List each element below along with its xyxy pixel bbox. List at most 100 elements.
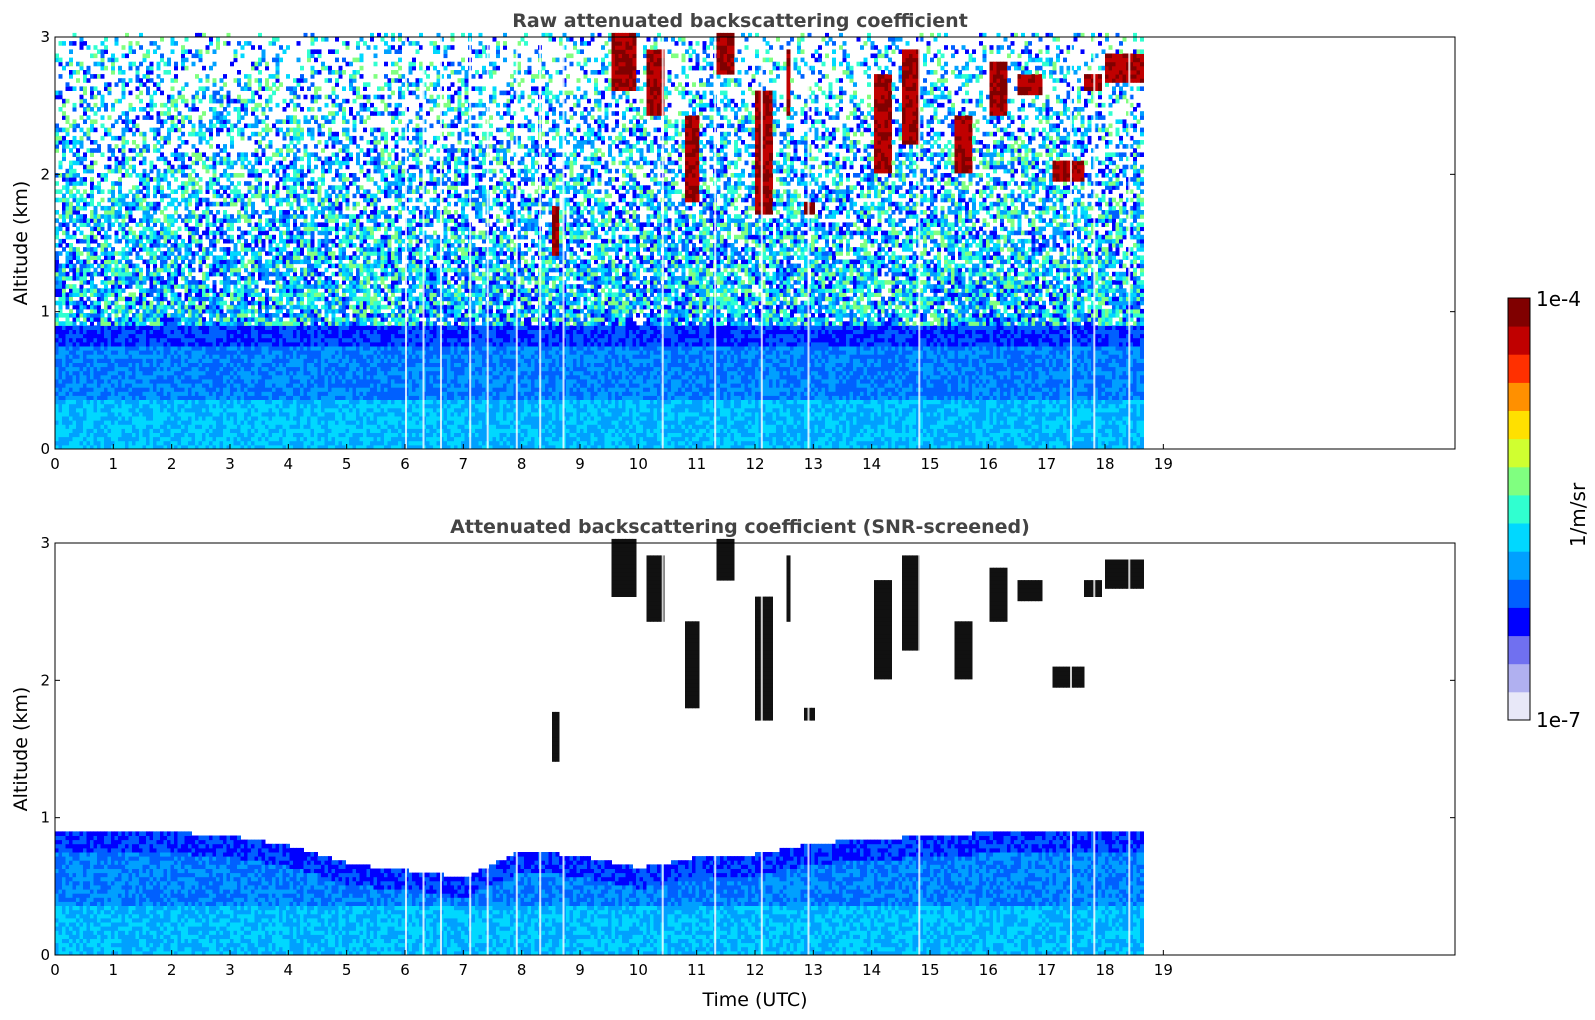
heatmap-cell	[101, 206, 105, 211]
heatmap-cell	[90, 301, 94, 306]
heatmap-cell	[108, 358, 112, 363]
heatmap-cell	[94, 260, 98, 265]
heatmap-cell	[76, 272, 80, 277]
heatmap-cell	[76, 198, 80, 203]
heatmap-cell	[80, 280, 84, 285]
heatmap-cell	[94, 363, 98, 368]
heatmap-cell	[90, 350, 94, 355]
heatmap-cell	[115, 391, 119, 396]
heatmap-cell	[66, 428, 70, 433]
heatmap-cell	[101, 325, 105, 330]
figure: Raw attenuated backscattering coefficien…	[0, 0, 1595, 1020]
heatmap-cell	[97, 231, 101, 236]
heatmap-cell	[66, 350, 70, 355]
heatmap-cell	[69, 206, 73, 211]
heatmap-cell	[104, 424, 108, 429]
heatmap-cell	[83, 264, 87, 269]
heatmap-cell	[111, 387, 115, 392]
heatmap-cell	[55, 243, 59, 248]
heatmap-cell	[55, 433, 59, 438]
heatmap-cell	[69, 313, 73, 318]
heatmap-cell	[59, 198, 63, 203]
heatmap-cell	[94, 235, 98, 240]
heatmap-cell	[104, 416, 108, 421]
heatmap-cell	[94, 317, 98, 322]
heatmap-cell	[94, 148, 98, 153]
heatmap-cell	[59, 387, 63, 392]
heatmap-cell	[115, 268, 119, 273]
heatmap-cell	[62, 350, 66, 355]
heatmap-cell	[97, 342, 101, 347]
heatmap-cell	[55, 95, 59, 100]
heatmap-cell	[59, 227, 63, 232]
heatmap-cell	[90, 239, 94, 244]
heatmap-cell	[94, 379, 98, 384]
heatmap-cell	[59, 305, 63, 310]
heatmap-cell	[76, 161, 80, 166]
heatmap-cell	[104, 235, 108, 240]
heatmap-cell	[90, 95, 94, 100]
heatmap-cell	[73, 428, 77, 433]
heatmap-cell	[83, 181, 87, 186]
heatmap-cell	[80, 350, 84, 355]
heatmap-cell	[97, 428, 101, 433]
heatmap-cell	[87, 218, 91, 223]
heatmap-cell	[94, 292, 98, 297]
heatmap-cell	[59, 395, 63, 400]
heatmap-cell	[97, 412, 101, 417]
heatmap-cell	[59, 301, 63, 306]
heatmap-cell	[76, 379, 80, 384]
heatmap-cell	[76, 173, 80, 178]
heatmap-cell	[59, 222, 63, 227]
heatmap-cell	[80, 264, 84, 269]
heatmap-cell	[73, 222, 77, 227]
heatmap-cell	[87, 363, 91, 368]
heatmap-cell	[104, 260, 108, 265]
heatmap-cell	[83, 239, 87, 244]
heatmap-cell	[87, 433, 91, 438]
heatmap-cell	[80, 231, 84, 236]
heatmap-cell	[87, 272, 91, 277]
heatmap-cell	[104, 325, 108, 330]
heatmap-cell	[59, 375, 63, 380]
heatmap-cell	[83, 342, 87, 347]
heatmap-cell	[108, 363, 112, 368]
heatmap-cell	[80, 416, 84, 421]
heatmap-cell	[62, 222, 66, 227]
heatmap-cell	[83, 169, 87, 174]
heatmap-cell	[111, 334, 115, 339]
heatmap-cell	[55, 317, 59, 322]
heatmap-cell	[55, 330, 59, 335]
heatmap-cell	[101, 330, 105, 335]
heatmap-cell	[76, 181, 80, 186]
heatmap-cell	[87, 115, 91, 120]
heatmap-cell	[66, 416, 70, 421]
heatmap-cell	[69, 441, 73, 446]
heatmap-cell	[76, 358, 80, 363]
heatmap-cell	[62, 111, 66, 116]
heatmap-cell	[104, 350, 108, 355]
heatmap-cell	[62, 428, 66, 433]
heatmap-cell	[55, 264, 59, 269]
heatmap-cell	[115, 334, 119, 339]
heatmap-cell	[80, 412, 84, 417]
heatmap-cell	[90, 404, 94, 409]
heatmap-cell	[59, 251, 63, 256]
heatmap-cell	[80, 342, 84, 347]
heatmap-cell	[104, 251, 108, 256]
heatmap-cell	[101, 272, 105, 277]
heatmap-cell	[104, 66, 108, 71]
heatmap-cell	[69, 371, 73, 376]
heatmap-cell	[66, 181, 70, 186]
heatmap-cell	[104, 132, 108, 137]
heatmap-cell	[87, 288, 91, 293]
heatmap-cell	[101, 74, 105, 79]
heatmap-cell	[76, 247, 80, 252]
heatmap-cell	[83, 350, 87, 355]
heatmap-cell	[115, 313, 119, 318]
heatmap-cell	[62, 420, 66, 425]
heatmap-cell	[97, 330, 101, 335]
heatmap-cell	[62, 272, 66, 277]
heatmap-cell	[108, 416, 112, 421]
heatmap-cell	[111, 148, 115, 153]
